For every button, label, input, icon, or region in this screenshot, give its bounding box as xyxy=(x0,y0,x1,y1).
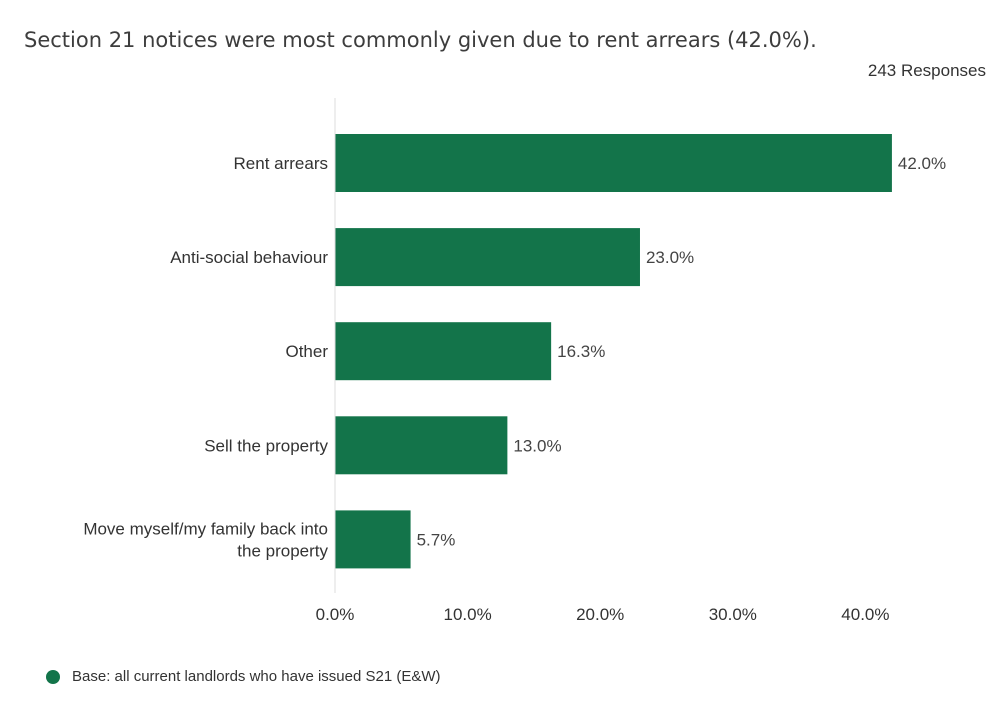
bar-value-label-0: 42.0% xyxy=(898,154,946,173)
x-tick-label-1: 10.0% xyxy=(443,605,491,624)
bar-value-label-3: 13.0% xyxy=(513,436,561,455)
bar-3 xyxy=(335,416,508,475)
bar-value-label-4: 5.7% xyxy=(417,530,456,549)
category-label-0: Rent arrears xyxy=(234,154,328,173)
category-label-3: Sell the property xyxy=(204,436,328,455)
bar-1 xyxy=(335,228,640,287)
category-label-4: Move myself/my family back into the prope… xyxy=(83,519,328,560)
labels-layer: 42.0% Rent arrears 23.0% Anti-social behavi… xyxy=(83,154,946,560)
legend: Base: all current landlords who have iss… xyxy=(46,668,441,685)
x-axis: 0.0% 10.0% 20.0% 30.0% 40.0% xyxy=(316,98,890,624)
x-tick-label-3: 30.0% xyxy=(709,605,757,624)
bar-4 xyxy=(335,510,411,569)
legend-marker xyxy=(46,669,60,684)
x-tick-label-4: 40.0% xyxy=(841,605,889,624)
bar-value-label-2: 16.3% xyxy=(557,342,605,361)
x-tick-label-0: 0.0% xyxy=(316,605,355,624)
category-label-2: Other xyxy=(285,342,328,361)
bar-2 xyxy=(335,322,552,381)
bar-value-label-1: 23.0% xyxy=(646,248,694,267)
bar-0 xyxy=(335,134,892,192)
bars-layer xyxy=(335,134,892,569)
chart-title: Section 21 notices were most commonly gi… xyxy=(24,28,817,52)
category-label-1: Anti-social behaviour xyxy=(170,248,328,267)
responses-count: 243 Responses xyxy=(867,61,986,80)
x-tick-label-2: 20.0% xyxy=(576,605,624,624)
legend-label: Base: all current landlords who have iss… xyxy=(72,668,441,685)
